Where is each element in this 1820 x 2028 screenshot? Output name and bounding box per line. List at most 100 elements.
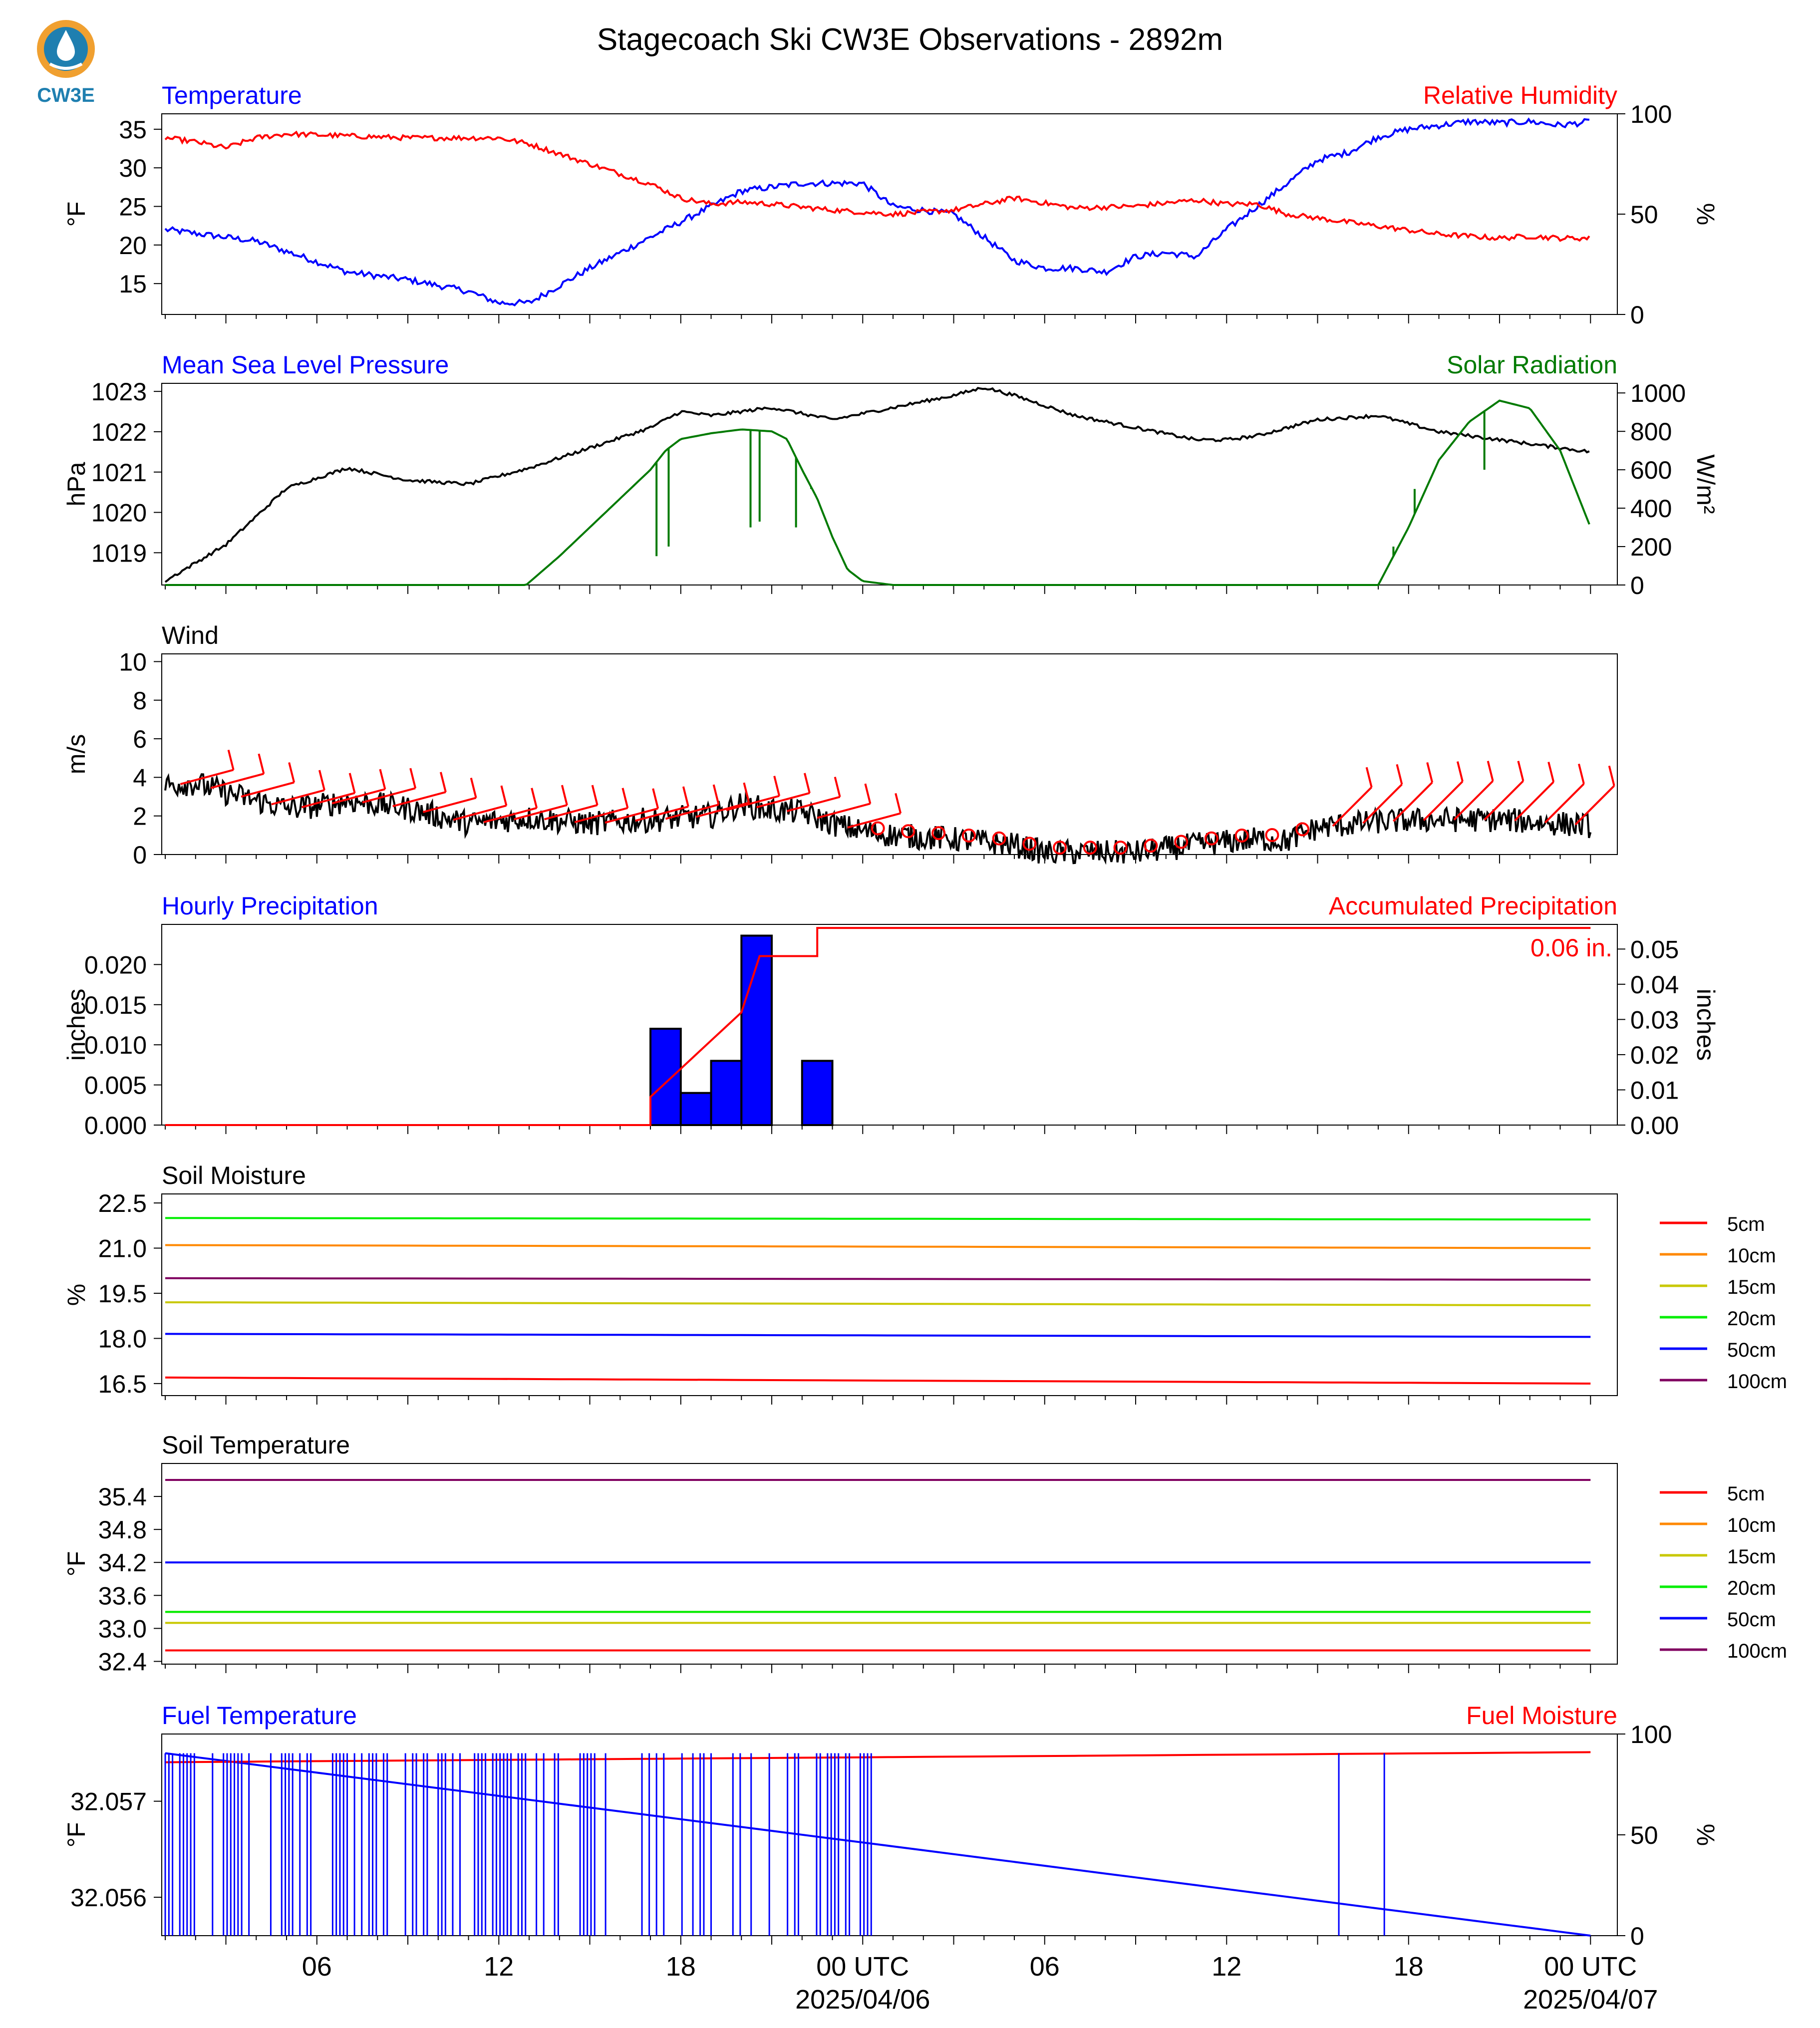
fuel-series-blue (165, 1752, 1591, 1937)
wind-barb-flag (1457, 761, 1464, 782)
wind-barb (1574, 785, 1615, 826)
logo-text: CW3E (37, 84, 95, 106)
wind-barb-flag (1578, 763, 1585, 784)
x-date-label: 2025/04/07 (1523, 1985, 1658, 2015)
wind-barb-flag (773, 776, 781, 797)
pressure-y-tick-label: 1021 (91, 459, 147, 487)
wind-barb (847, 812, 901, 829)
wind-barb (453, 805, 507, 821)
wind-barb-flag (743, 782, 750, 803)
temperature-y2-tick-label: 50 (1630, 201, 1658, 229)
soil_temperature-y-label: °F (62, 1551, 90, 1577)
soil_temperature-y-tick-label: 34.2 (98, 1549, 147, 1577)
legend-label: 20cm (1727, 1308, 1776, 1330)
pressure-frame (161, 383, 1618, 585)
wind-barb-flag (1365, 767, 1373, 788)
wind-barb (331, 788, 385, 805)
panel-pressure: Mean Sea Level Pressure Solar Radiation 10… (62, 351, 1720, 599)
wind-barb-flag (621, 788, 629, 809)
x-tick-label: 12 (484, 1952, 514, 1982)
wind-barb (1453, 780, 1494, 821)
fuel-y-label: °F (62, 1822, 90, 1848)
wind-barb (362, 787, 416, 804)
wind-y-tick-label: 4 (133, 764, 147, 792)
wind-barb-flag (1547, 762, 1555, 783)
legend-label: 15cm (1727, 1276, 1776, 1298)
fuel-y-tick-label: 32.057 (70, 1788, 147, 1816)
soil_moisture-y-tick-label: 18.0 (98, 1325, 147, 1353)
pressure-y2-label: W/m² (1692, 454, 1720, 514)
wind-barb-flag (803, 773, 811, 794)
wind-calm-marker (1083, 841, 1097, 855)
wind-barb-flag (379, 769, 386, 790)
precipitation-right-title: Accumulated Precipitation (1329, 892, 1617, 920)
fuel-frame (161, 1734, 1618, 1936)
pressure-y2-tick-label: 0 (1630, 572, 1644, 599)
wind-calm-marker (1265, 828, 1279, 843)
wind-calm-marker (1295, 822, 1310, 837)
wind-barb (1423, 781, 1464, 821)
x-tick-label: 00 UTC (1544, 1952, 1637, 1982)
temperature-left-title: Temperature (162, 81, 302, 109)
wind-barb (665, 804, 719, 820)
wind-y-tick-label: 10 (119, 648, 147, 676)
pressure-series-green (165, 399, 1590, 586)
wind-barb (1392, 782, 1433, 822)
precipitation-y2-tick-label: 0.04 (1630, 971, 1679, 999)
legend-label: 50cm (1727, 1609, 1776, 1631)
wind-barb (241, 781, 295, 798)
wind-barb (301, 792, 355, 809)
soil_moisture-series-5cm (165, 1376, 1591, 1385)
wind-barb-flag (1608, 765, 1615, 786)
wind-calm-marker (901, 824, 915, 839)
wind-barb (605, 807, 658, 824)
wind-barb (817, 803, 871, 819)
soil_moisture-series-15cm (165, 1301, 1591, 1307)
wind-barb (574, 807, 628, 824)
legend-label: 15cm (1727, 1546, 1776, 1568)
wind-barb-flag (591, 785, 599, 806)
soil_moisture-frame (161, 1193, 1618, 1396)
temperature-y2-tick-label: 100 (1630, 100, 1672, 128)
wind-barb (695, 802, 749, 818)
wind-barb-flag (652, 788, 659, 809)
wind-calm-marker (1022, 837, 1037, 851)
panel-wind: Wind 0 2 4 6 8 10 m/s (62, 621, 1618, 869)
wind-barb (786, 796, 841, 812)
wind-barb (1362, 783, 1403, 824)
x-tick-label: 06 (302, 1952, 332, 1982)
fuel-y2-tick-label: 0 (1630, 1922, 1644, 1950)
precip-bar (710, 1060, 743, 1127)
wind-frame (161, 653, 1618, 855)
pressure-y-label: hPa (62, 462, 90, 506)
wind-barb (180, 769, 234, 785)
precipitation-frame (161, 924, 1618, 1126)
wind-barb-flag (439, 772, 447, 793)
soil_temperature-frame (161, 1463, 1618, 1665)
legend-label: 50cm (1727, 1339, 1776, 1361)
soil_moisture-series-10cm (165, 1244, 1591, 1249)
wind-barb (544, 804, 598, 821)
precipitation-y2-tick-label: 0.02 (1630, 1041, 1679, 1069)
wind-barb-flag (1517, 761, 1524, 782)
wind-calm-marker (1204, 831, 1218, 846)
x-tick-label: 18 (666, 1952, 696, 1982)
wind-y-label: m/s (62, 734, 90, 775)
temperature-y-tick-label: 25 (119, 193, 147, 221)
legend-label: 10cm (1727, 1245, 1776, 1267)
pressure-y-tick-label: 1020 (91, 499, 147, 527)
soil_moisture-y-tick-label: 22.5 (98, 1189, 147, 1217)
soil_moisture-series-100cm (165, 1277, 1591, 1281)
fuel-right-title: Fuel Moisture (1466, 1702, 1617, 1730)
precipitation-y-tick-label: 0.015 (84, 991, 147, 1019)
wind-barb-flag (1426, 762, 1434, 783)
wind-barb (514, 804, 568, 821)
legend-label: 20cm (1727, 1577, 1776, 1599)
precipitation-y-tick-label: 0.000 (84, 1112, 147, 1140)
precip-bar (649, 1028, 682, 1127)
wind-calm-marker (1144, 839, 1158, 853)
wind-y-tick-label: 0 (133, 841, 147, 869)
wind-barb-flag (712, 784, 720, 805)
pressure-y-tick-label: 1019 (91, 539, 147, 567)
